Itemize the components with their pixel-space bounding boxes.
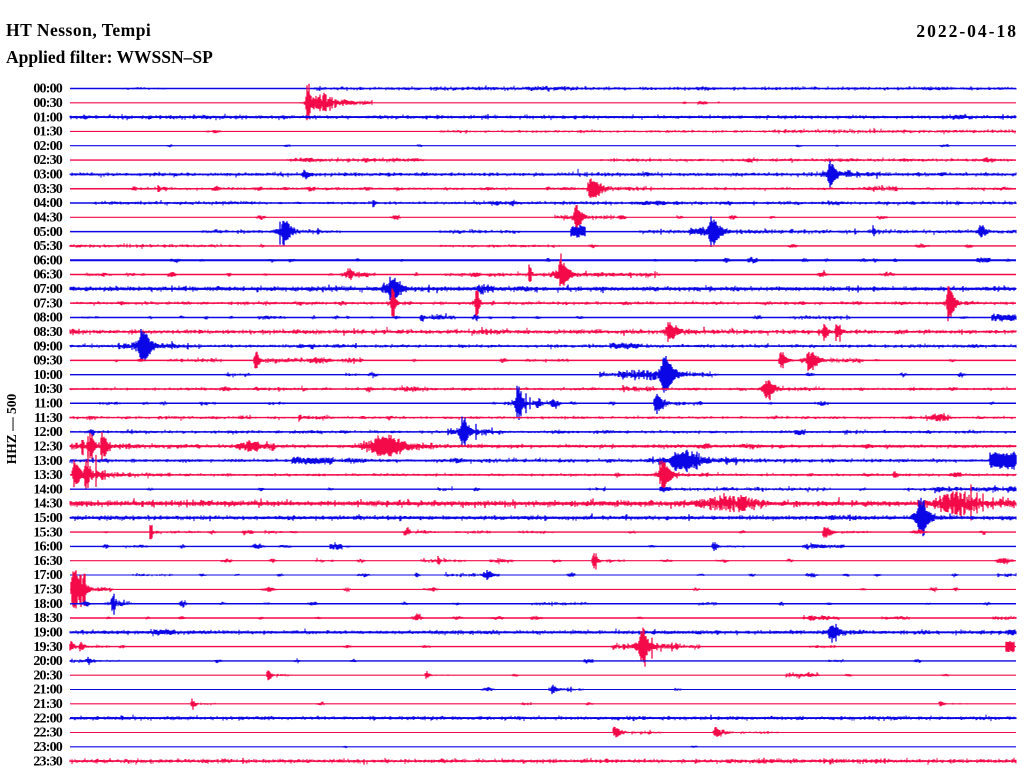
svg-text:2022-04-18: 2022-04-18 [916, 21, 1018, 41]
svg-text:20:30: 20:30 [33, 668, 62, 683]
svg-text:22:00: 22:00 [33, 711, 62, 726]
svg-text:Applied filter: WWSSN–SP: Applied filter: WWSSN–SP [6, 47, 213, 67]
svg-text:HT Nesson, Tempi: HT Nesson, Tempi [6, 20, 151, 40]
svg-text:13:30: 13:30 [33, 468, 62, 483]
svg-text:11:30: 11:30 [34, 411, 63, 426]
svg-text:09:00: 09:00 [33, 339, 62, 354]
svg-text:01:30: 01:30 [33, 125, 62, 140]
svg-text:04:00: 04:00 [33, 196, 62, 211]
svg-text:16:30: 16:30 [33, 554, 62, 569]
svg-text:08:00: 08:00 [33, 311, 62, 326]
svg-text:07:30: 07:30 [33, 296, 62, 311]
svg-text:14:00: 14:00 [33, 482, 62, 497]
svg-text:12:30: 12:30 [33, 439, 62, 454]
svg-text:01:00: 01:00 [33, 110, 62, 125]
svg-text:09:30: 09:30 [33, 354, 62, 369]
svg-text:20:00: 20:00 [33, 654, 62, 669]
svg-text:13:00: 13:00 [33, 454, 62, 469]
svg-text:19:30: 19:30 [33, 640, 62, 655]
svg-text:18:00: 18:00 [33, 597, 62, 612]
svg-text:08:30: 08:30 [33, 325, 62, 340]
svg-text:21:00: 21:00 [33, 683, 62, 698]
svg-text:22:30: 22:30 [33, 726, 62, 741]
svg-text:17:30: 17:30 [33, 583, 62, 598]
svg-text:15:30: 15:30 [33, 525, 62, 540]
svg-text:04:30: 04:30 [33, 211, 62, 226]
svg-text:23:30: 23:30 [33, 754, 62, 769]
svg-text:18:30: 18:30 [33, 611, 62, 626]
svg-text:03:30: 03:30 [33, 182, 62, 197]
svg-text:12:00: 12:00 [33, 425, 62, 440]
svg-text:07:00: 07:00 [33, 282, 62, 297]
svg-text:19:00: 19:00 [33, 626, 62, 641]
svg-text:02:30: 02:30 [33, 153, 62, 168]
svg-text:00:00: 00:00 [33, 82, 62, 97]
svg-text:05:00: 05:00 [33, 225, 62, 240]
svg-text:14:30: 14:30 [33, 497, 62, 512]
svg-text:15:00: 15:00 [33, 511, 62, 526]
svg-text:23:00: 23:00 [33, 740, 62, 755]
svg-text:16:00: 16:00 [33, 540, 62, 555]
svg-text:10:30: 10:30 [33, 382, 62, 397]
svg-text:06:30: 06:30 [33, 268, 62, 283]
svg-text:21:30: 21:30 [33, 697, 62, 712]
svg-text:05:30: 05:30 [33, 239, 62, 254]
svg-text:10:00: 10:00 [33, 368, 62, 383]
svg-text:06:00: 06:00 [33, 253, 62, 268]
svg-text:00:30: 00:30 [33, 96, 62, 111]
svg-text:HHZ — 500: HHZ — 500 [4, 394, 19, 465]
svg-text:03:00: 03:00 [33, 168, 62, 183]
svg-text:11:00: 11:00 [34, 397, 63, 412]
svg-text:17:00: 17:00 [33, 568, 62, 583]
svg-text:02:00: 02:00 [33, 139, 62, 154]
